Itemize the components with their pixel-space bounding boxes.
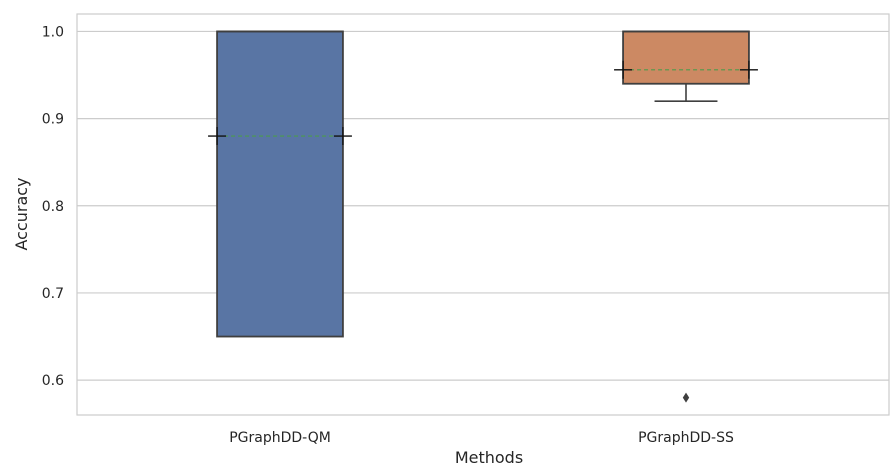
y-tick-labels: 0.6 0.7 0.8 0.9 1.0 <box>42 24 64 389</box>
boxes <box>208 30 758 403</box>
mean-marker <box>614 60 633 79</box>
y-tick-label: 0.9 <box>42 112 64 128</box>
y-tick-label: 0.7 <box>42 286 64 302</box>
y-tick-label: 1.0 <box>42 24 64 40</box>
box-pgraphdd-ss <box>614 30 758 403</box>
y-axis-label: Accuracy <box>12 177 31 250</box>
y-tick-label: 0.6 <box>42 373 64 389</box>
mean-marker <box>208 127 227 146</box>
plot-frame <box>76 13 890 416</box>
box-body <box>216 30 344 338</box>
x-axis-label: Methods <box>455 448 523 464</box>
outlier-point <box>682 392 690 403</box>
y-tick-label: 0.8 <box>42 199 64 215</box>
x-tick-labels: PGraphDD-QM PGraphDD-SS <box>229 430 734 446</box>
mean-marker <box>739 60 758 79</box>
box-body <box>622 30 750 85</box>
mean-marker <box>333 127 352 146</box>
x-tick-label: PGraphDD-SS <box>638 430 734 446</box>
grid-lines <box>77 30 889 381</box>
x-tick-label: PGraphDD-QM <box>229 430 331 446</box>
box-pgraphdd-qm <box>208 30 352 338</box>
